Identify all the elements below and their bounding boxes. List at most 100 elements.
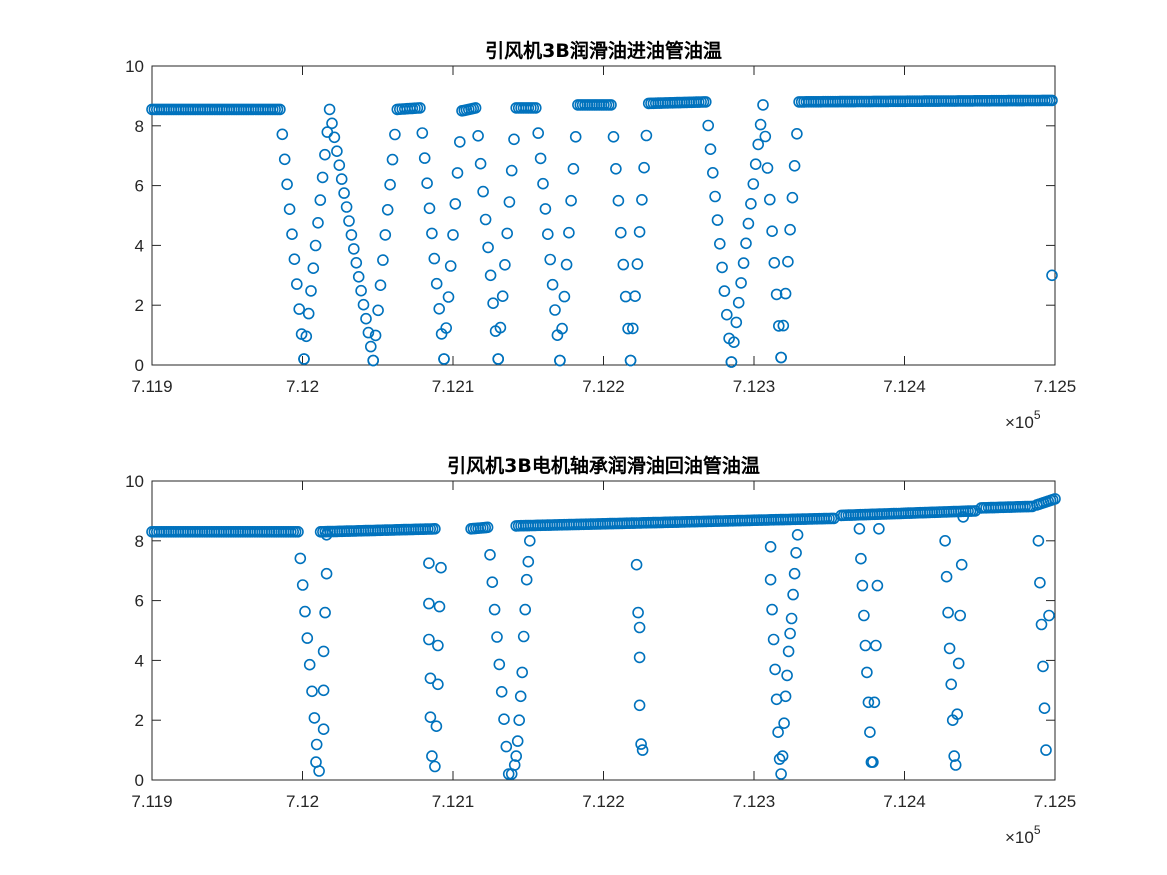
data-point: [381, 204, 394, 216]
data-point: [350, 256, 363, 269]
y-tick-label: 4: [135, 236, 144, 255]
data-point: [781, 669, 793, 682]
data-point: [772, 726, 784, 739]
data-point: [720, 308, 733, 321]
data-point: [522, 555, 535, 568]
data-point: [775, 768, 787, 780]
data-point: [276, 128, 289, 141]
data-point: [546, 278, 559, 291]
data-point: [728, 336, 740, 349]
data-point: [482, 241, 494, 254]
data-point: [539, 203, 552, 215]
data-point: [772, 320, 785, 332]
data-point: [537, 177, 549, 190]
data-point: [290, 278, 303, 290]
data-point: [292, 525, 304, 538]
x-tick-label: 7.125: [1034, 792, 1077, 811]
data-point: [503, 196, 516, 208]
data-markers: [146, 493, 1061, 780]
data-point: [749, 158, 762, 170]
data-point: [782, 255, 794, 268]
data-point: [607, 131, 620, 143]
data-point: [778, 717, 790, 730]
data-point: [430, 720, 443, 733]
data-point: [951, 708, 964, 721]
data-point: [529, 102, 542, 114]
data-point: [491, 631, 503, 643]
data-point: [447, 229, 459, 241]
data-point: [1046, 94, 1058, 107]
data-point: [432, 678, 444, 691]
x-exponent-power: 5: [1034, 823, 1041, 837]
data-point: [556, 322, 568, 335]
data-point: [718, 285, 731, 297]
data-point: [633, 651, 646, 664]
data-point: [433, 302, 446, 315]
data-point: [423, 633, 435, 646]
data-point: [312, 217, 324, 229]
data-point: [299, 605, 311, 618]
plot-title: 引风机3B润滑油进油管油温: [485, 39, 722, 62]
data-point: [785, 612, 798, 625]
data-point: [764, 573, 777, 586]
data-point: [787, 588, 799, 601]
data-point: [484, 548, 496, 561]
data-point: [631, 258, 644, 270]
data-point: [494, 321, 507, 334]
data-point: [389, 128, 401, 141]
data-point: [549, 304, 561, 316]
data-point: [1034, 576, 1046, 589]
plot-title: 引风机3B电机轴承润滑油回油管油温: [447, 454, 760, 477]
x-tick-label: 7.12: [286, 792, 319, 811]
data-point: [952, 657, 965, 670]
data-point: [1049, 493, 1061, 505]
x-tick-label: 7.125: [1034, 377, 1077, 396]
x-tick-label: 7.121: [432, 792, 475, 811]
data-point: [622, 322, 634, 335]
data-point: [709, 190, 721, 203]
data-point: [1035, 618, 1048, 631]
data-point: [501, 227, 514, 240]
data-point: [469, 102, 482, 114]
data-point: [379, 229, 392, 241]
x-tick-label: 7.122: [582, 792, 625, 811]
y-tick-label: 0: [135, 771, 144, 790]
data-point: [444, 260, 457, 272]
data-point: [316, 171, 329, 184]
data-point: [757, 99, 769, 111]
data-point: [862, 696, 875, 709]
x-exponent-label: ×105: [1005, 408, 1041, 432]
data-point: [534, 152, 547, 165]
x-tick-label: 7.122: [582, 377, 625, 396]
data-point: [278, 153, 291, 166]
data-point: [520, 573, 533, 586]
data-point: [629, 290, 641, 303]
data-point: [488, 603, 501, 616]
x-exponent-base: ×10: [1005, 413, 1034, 432]
data-point: [484, 269, 497, 282]
data-point: [384, 178, 396, 191]
data-point: [745, 198, 757, 210]
data-point: [333, 159, 346, 171]
data-point: [362, 326, 375, 339]
data-point: [1040, 744, 1052, 756]
data-point: [294, 552, 307, 565]
data-point: [305, 285, 317, 297]
data-point: [274, 103, 286, 116]
data-point: [949, 759, 962, 771]
data-point: [763, 193, 776, 206]
data-point: [779, 287, 792, 300]
data-point: [563, 226, 575, 239]
x-tick-label: 7.123: [733, 377, 776, 396]
data-point: [386, 153, 399, 166]
data-point: [871, 579, 884, 592]
data-point: [307, 262, 320, 275]
data-point: [782, 645, 795, 658]
data-point: [319, 148, 331, 161]
data-point: [1032, 534, 1045, 547]
data-point: [505, 164, 518, 177]
data-point: [940, 570, 953, 583]
data-point: [435, 561, 447, 574]
data-point: [486, 576, 499, 589]
data-point: [957, 511, 970, 523]
